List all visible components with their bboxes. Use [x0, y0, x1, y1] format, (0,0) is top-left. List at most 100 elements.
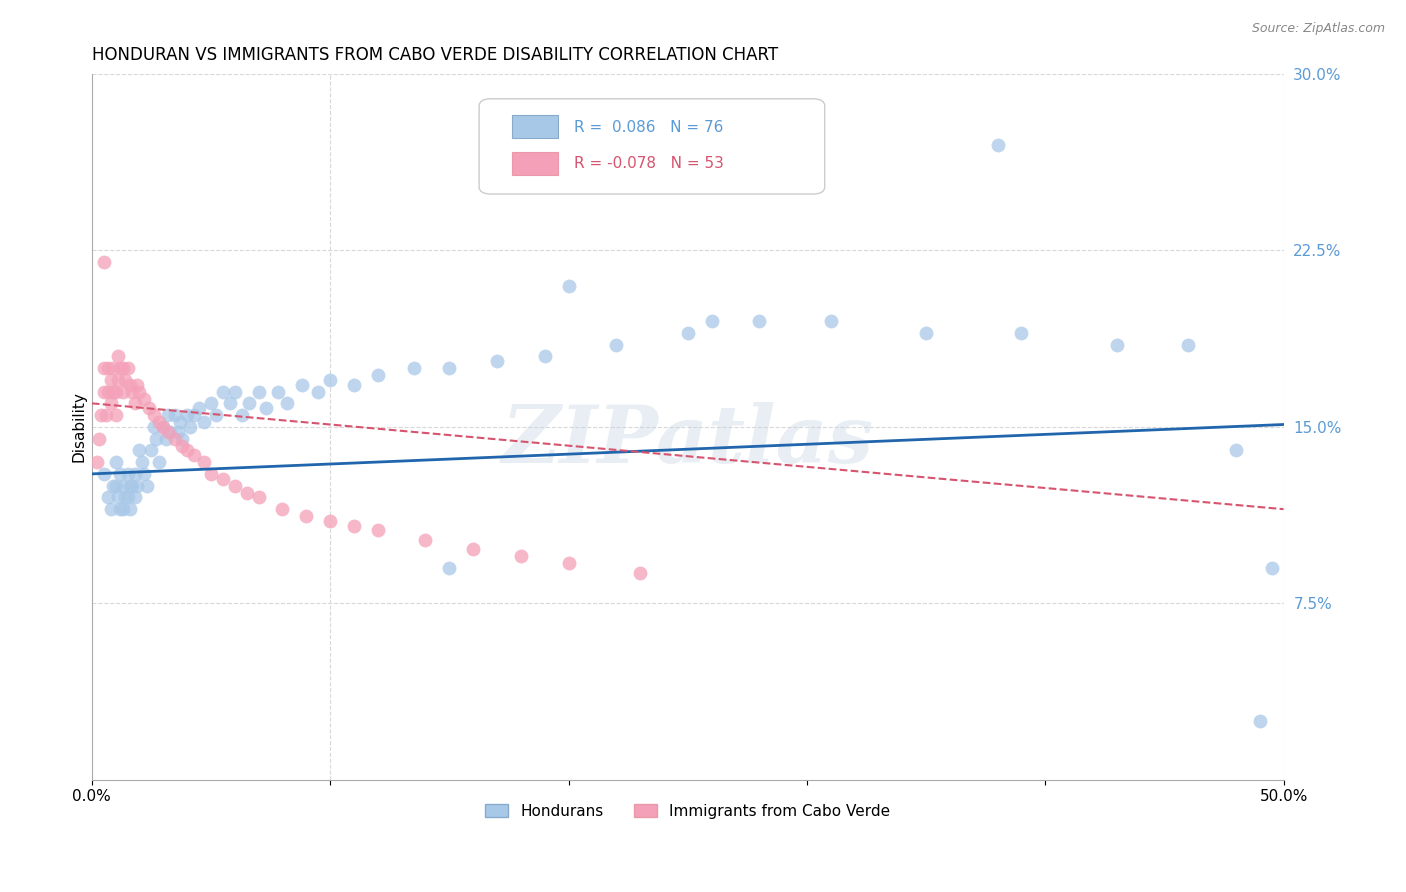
Point: [145, 432, 167, 446]
Point: [700, 314, 723, 328]
Point: [169, 415, 191, 429]
Point: [183, 448, 205, 462]
Point: [93, 255, 115, 269]
Point: [235, 485, 257, 500]
Point: [152, 420, 174, 434]
Point: [118, 502, 141, 516]
Point: [128, 384, 150, 399]
Point: [157, 408, 180, 422]
Point: [183, 408, 205, 422]
Point: [121, 478, 143, 492]
Point: [176, 443, 198, 458]
Point: [148, 415, 170, 429]
Point: [276, 396, 298, 410]
Point: [1249, 714, 1271, 728]
Point: [212, 384, 235, 399]
Point: [1010, 326, 1032, 340]
FancyBboxPatch shape: [479, 99, 825, 194]
Point: [267, 384, 290, 399]
Point: [231, 408, 253, 422]
Point: [138, 401, 160, 415]
Point: [295, 509, 318, 524]
Point: [103, 384, 125, 399]
Point: [200, 396, 222, 410]
Point: [271, 502, 294, 516]
Point: [104, 455, 127, 469]
Text: ZIPatlas: ZIPatlas: [502, 402, 873, 480]
Point: [110, 361, 132, 376]
Point: [247, 491, 270, 505]
Point: [142, 420, 165, 434]
Point: [533, 349, 555, 363]
Text: R = -0.078   N = 53: R = -0.078 N = 53: [575, 156, 724, 171]
Point: [125, 377, 148, 392]
Point: [124, 467, 146, 481]
Point: [100, 373, 122, 387]
Point: [238, 396, 260, 410]
Point: [986, 137, 1008, 152]
Point: [165, 432, 187, 446]
Point: [111, 361, 134, 376]
Point: [1105, 337, 1128, 351]
Point: [100, 396, 122, 410]
Point: [110, 502, 132, 516]
Point: [134, 467, 156, 481]
Point: [254, 401, 277, 415]
Point: [172, 439, 194, 453]
Point: [176, 408, 198, 422]
Point: [110, 467, 132, 481]
Point: [439, 561, 461, 575]
Point: [131, 455, 153, 469]
Point: [117, 467, 139, 481]
Point: [97, 491, 120, 505]
Point: [307, 384, 329, 399]
Point: [117, 361, 139, 376]
Point: [319, 373, 342, 387]
Point: [343, 518, 366, 533]
Point: [172, 432, 194, 446]
Point: [193, 415, 215, 429]
Point: [200, 467, 222, 481]
Point: [117, 491, 139, 505]
Point: [128, 443, 150, 458]
Point: [157, 425, 180, 439]
Bar: [513, 115, 558, 138]
Text: HONDURAN VS IMMIGRANTS FROM CABO VERDE DISABILITY CORRELATION CHART: HONDURAN VS IMMIGRANTS FROM CABO VERDE D…: [91, 46, 778, 64]
Point: [90, 408, 112, 422]
Point: [159, 425, 181, 439]
Point: [93, 384, 115, 399]
Point: [748, 314, 770, 328]
Point: [319, 514, 342, 528]
Point: [290, 377, 312, 392]
Point: [135, 478, 157, 492]
Point: [605, 337, 627, 351]
Point: [124, 396, 146, 410]
Point: [107, 373, 129, 387]
Point: [121, 384, 143, 399]
Point: [212, 472, 235, 486]
Point: [118, 377, 141, 392]
Point: [118, 478, 141, 492]
Point: [165, 408, 187, 422]
Point: [111, 502, 134, 516]
Point: [676, 326, 699, 340]
Point: [87, 432, 110, 446]
Point: [1225, 443, 1247, 458]
Point: [148, 455, 170, 469]
Point: [100, 502, 122, 516]
Point: [485, 354, 508, 368]
Point: [97, 384, 120, 399]
Point: [125, 478, 148, 492]
Text: R =  0.086   N = 76: R = 0.086 N = 76: [575, 120, 724, 135]
Point: [509, 549, 531, 564]
Point: [152, 420, 174, 434]
Point: [111, 384, 134, 399]
Point: [93, 361, 115, 376]
Point: [107, 491, 129, 505]
Point: [166, 425, 188, 439]
Point: [367, 368, 389, 383]
Point: [103, 478, 125, 492]
Point: [1260, 561, 1282, 575]
Point: [439, 361, 461, 376]
Point: [557, 556, 579, 570]
